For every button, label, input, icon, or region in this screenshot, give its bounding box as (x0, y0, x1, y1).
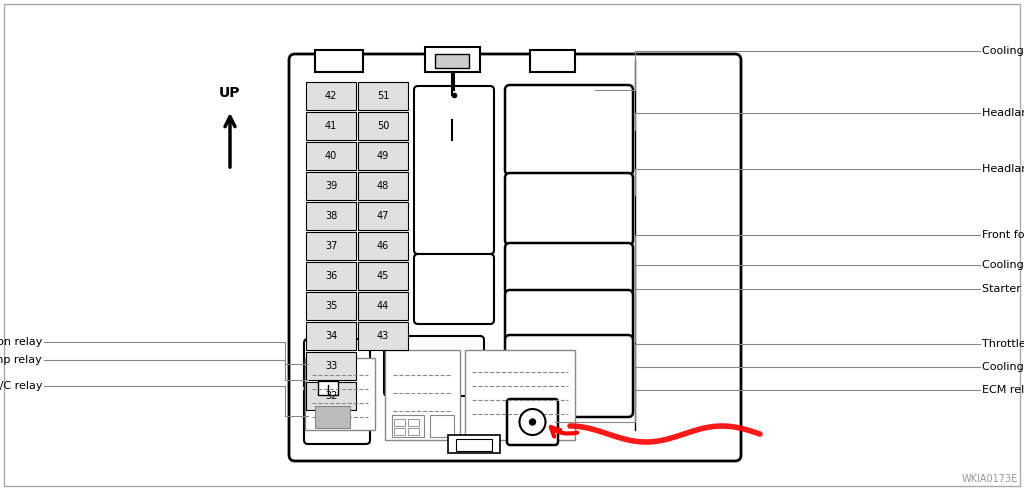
FancyBboxPatch shape (358, 82, 408, 110)
FancyBboxPatch shape (306, 82, 356, 110)
FancyBboxPatch shape (505, 243, 633, 295)
FancyBboxPatch shape (4, 4, 1020, 486)
FancyBboxPatch shape (414, 254, 494, 324)
Text: ECM relay: ECM relay (982, 385, 1024, 394)
FancyBboxPatch shape (394, 419, 406, 426)
FancyBboxPatch shape (358, 142, 408, 170)
Text: Throttle control motor relay: Throttle control motor relay (982, 339, 1024, 349)
FancyBboxPatch shape (358, 202, 408, 230)
Text: Front fog lamp relay: Front fog lamp relay (982, 230, 1024, 240)
Text: 43: 43 (377, 331, 389, 341)
Text: 47: 47 (377, 211, 389, 221)
FancyBboxPatch shape (358, 112, 408, 140)
Text: 49: 49 (377, 151, 389, 161)
Text: UP: UP (219, 86, 241, 100)
FancyBboxPatch shape (306, 382, 356, 410)
FancyBboxPatch shape (358, 322, 408, 350)
FancyBboxPatch shape (358, 292, 408, 320)
Text: 50: 50 (377, 121, 389, 131)
Text: 35: 35 (325, 301, 337, 311)
Text: Starter relay: Starter relay (982, 284, 1024, 294)
FancyBboxPatch shape (408, 428, 419, 435)
FancyBboxPatch shape (507, 399, 558, 445)
Text: 40: 40 (325, 151, 337, 161)
Text: Cooling fan relay-1 (HI relay): Cooling fan relay-1 (HI relay) (982, 47, 1024, 56)
FancyBboxPatch shape (392, 415, 424, 437)
FancyBboxPatch shape (306, 172, 356, 200)
FancyBboxPatch shape (305, 358, 375, 430)
Circle shape (529, 419, 536, 425)
Text: A/C relay: A/C relay (0, 381, 42, 391)
Text: 39: 39 (325, 181, 337, 191)
FancyBboxPatch shape (306, 292, 356, 320)
FancyBboxPatch shape (505, 290, 633, 342)
FancyBboxPatch shape (449, 435, 500, 453)
FancyBboxPatch shape (385, 350, 460, 440)
FancyBboxPatch shape (306, 232, 356, 260)
FancyBboxPatch shape (505, 85, 633, 175)
Text: Headlamp low relay: Headlamp low relay (982, 108, 1024, 118)
Text: 45: 45 (377, 271, 389, 281)
Text: Cooling fan relay-3 (LO relay): Cooling fan relay-3 (LO relay) (982, 362, 1024, 371)
Text: 38: 38 (325, 211, 337, 221)
FancyBboxPatch shape (505, 173, 633, 245)
FancyBboxPatch shape (358, 232, 408, 260)
Text: 44: 44 (377, 301, 389, 311)
FancyBboxPatch shape (425, 47, 480, 72)
FancyBboxPatch shape (414, 86, 494, 254)
Text: 36: 36 (325, 271, 337, 281)
Text: 42: 42 (325, 91, 337, 101)
FancyBboxPatch shape (289, 54, 741, 461)
Text: 48: 48 (377, 181, 389, 191)
FancyBboxPatch shape (394, 428, 406, 435)
FancyBboxPatch shape (315, 50, 362, 72)
FancyBboxPatch shape (384, 336, 484, 396)
Text: WKIA0173E: WKIA0173E (962, 474, 1018, 484)
FancyBboxPatch shape (456, 439, 492, 451)
Text: Ignition relay: Ignition relay (0, 337, 42, 347)
FancyBboxPatch shape (530, 50, 575, 72)
FancyBboxPatch shape (318, 381, 338, 395)
Text: 34: 34 (325, 331, 337, 341)
FancyBboxPatch shape (505, 335, 633, 417)
FancyBboxPatch shape (358, 262, 408, 290)
Text: 37: 37 (325, 241, 337, 251)
FancyBboxPatch shape (315, 406, 350, 428)
Text: 41: 41 (325, 121, 337, 131)
FancyBboxPatch shape (306, 202, 356, 230)
FancyBboxPatch shape (408, 419, 419, 426)
Text: 46: 46 (377, 241, 389, 251)
FancyBboxPatch shape (304, 388, 370, 444)
FancyBboxPatch shape (430, 415, 454, 437)
Text: 33: 33 (325, 361, 337, 371)
Text: 51: 51 (377, 91, 389, 101)
FancyBboxPatch shape (358, 172, 408, 200)
FancyBboxPatch shape (306, 112, 356, 140)
Text: Headlamp high relay: Headlamp high relay (982, 164, 1024, 174)
FancyBboxPatch shape (465, 350, 575, 440)
FancyBboxPatch shape (306, 352, 356, 380)
FancyBboxPatch shape (306, 322, 356, 350)
Circle shape (519, 409, 546, 435)
FancyBboxPatch shape (304, 339, 370, 389)
FancyBboxPatch shape (306, 262, 356, 290)
Text: Cooling fan relay-2 (HI relay): Cooling fan relay-2 (HI relay) (982, 260, 1024, 270)
FancyBboxPatch shape (435, 54, 469, 68)
Text: Fuel pump relay: Fuel pump relay (0, 355, 42, 365)
Text: 32: 32 (325, 391, 337, 401)
FancyBboxPatch shape (306, 142, 356, 170)
